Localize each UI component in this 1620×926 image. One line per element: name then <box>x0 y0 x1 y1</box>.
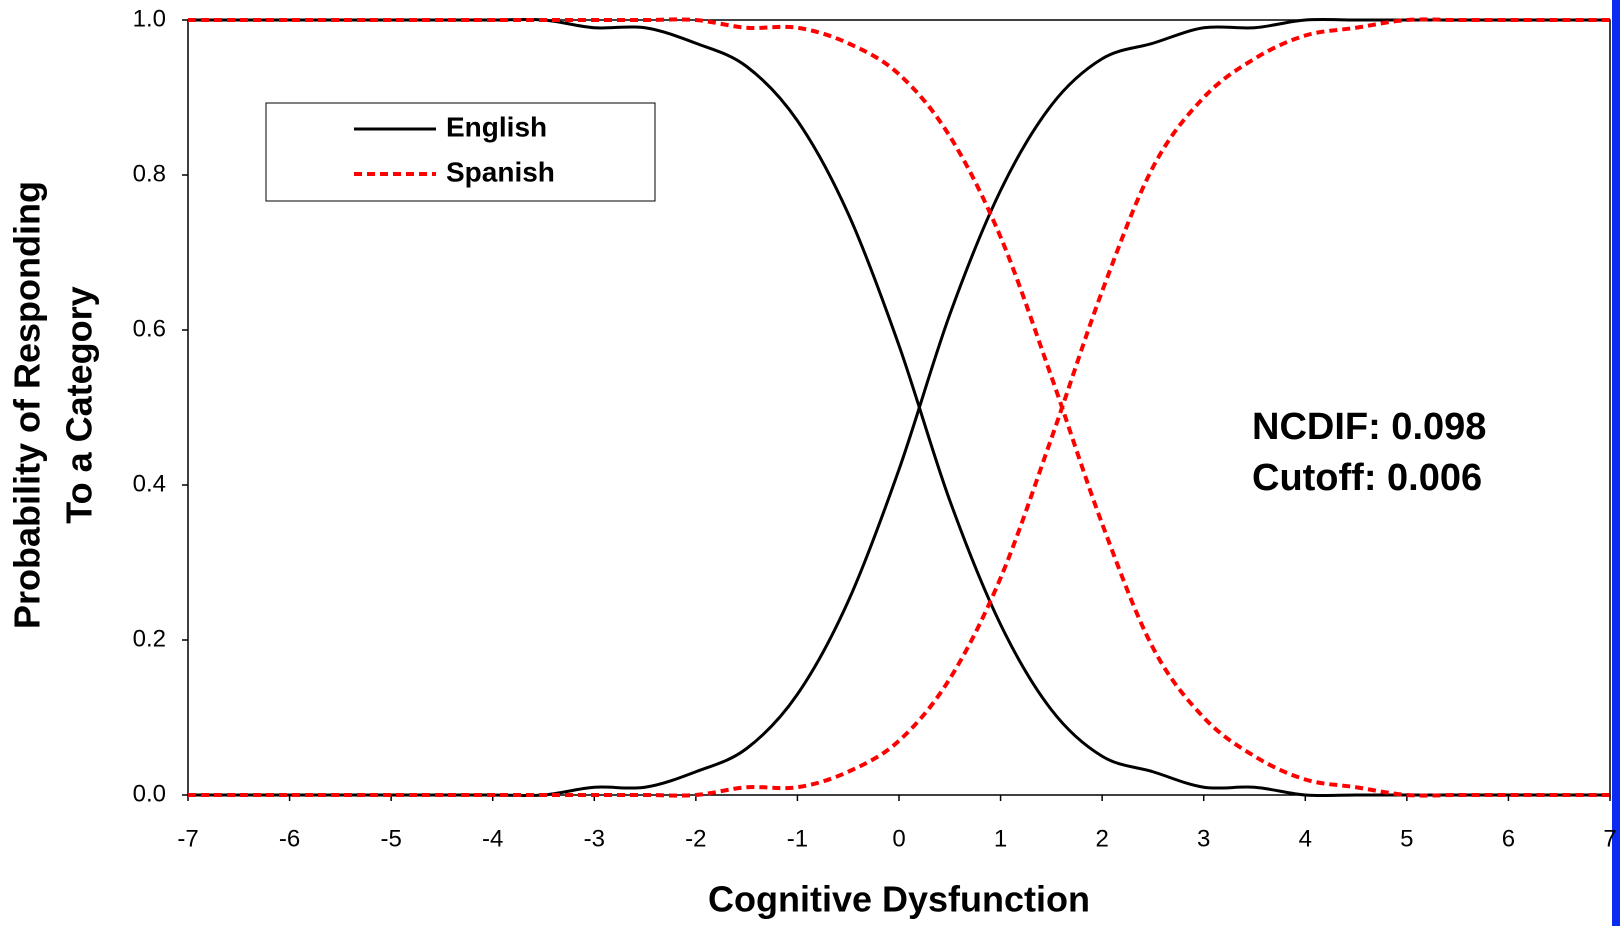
x-tick-label: 6 <box>1502 825 1515 852</box>
annotation: NCDIF: 0.098 <box>1252 406 1486 448</box>
y-tick-label: 0.8 <box>133 160 166 187</box>
x-tick-label: -5 <box>380 825 401 852</box>
x-axis-label: Cognitive Dysfunction <box>708 879 1090 920</box>
x-tick-label: -2 <box>685 825 706 852</box>
x-tick-label: 5 <box>1400 825 1413 852</box>
y-axis-label: To a Category <box>59 286 100 523</box>
x-tick-label: 0 <box>892 825 905 852</box>
y-tick-label: 0.6 <box>133 315 166 342</box>
x-tick-label: -3 <box>584 825 605 852</box>
y-tick-label: 1.0 <box>133 5 166 32</box>
legend-label: Spanish <box>446 156 555 187</box>
y-tick-label: 0.4 <box>133 470 166 497</box>
y-label-group: Probability of Responding To a Category <box>7 181 100 629</box>
edge-strip <box>1612 0 1620 926</box>
y-tick-label: 0.0 <box>133 780 166 807</box>
x-tick-label: 1 <box>994 825 1007 852</box>
x-tick-label: -6 <box>279 825 300 852</box>
x-tick-label: 4 <box>1299 825 1312 852</box>
series-line <box>187 17 1610 798</box>
x-tick-label: 7 <box>1603 825 1616 852</box>
series-line <box>188 17 1610 798</box>
x-tick-label: -7 <box>177 825 198 852</box>
x-tick-label: -4 <box>482 825 503 852</box>
annotation: Cutoff: 0.006 <box>1252 457 1482 499</box>
legend-label: English <box>446 111 547 142</box>
legend-box <box>265 102 656 202</box>
x-tick-label: 3 <box>1197 825 1210 852</box>
x-tick-label: -1 <box>787 825 808 852</box>
y-tick-label: 0.2 <box>133 625 166 652</box>
y-axis-label: Probability of Responding <box>7 181 48 629</box>
x-tick-label: 2 <box>1095 825 1108 852</box>
